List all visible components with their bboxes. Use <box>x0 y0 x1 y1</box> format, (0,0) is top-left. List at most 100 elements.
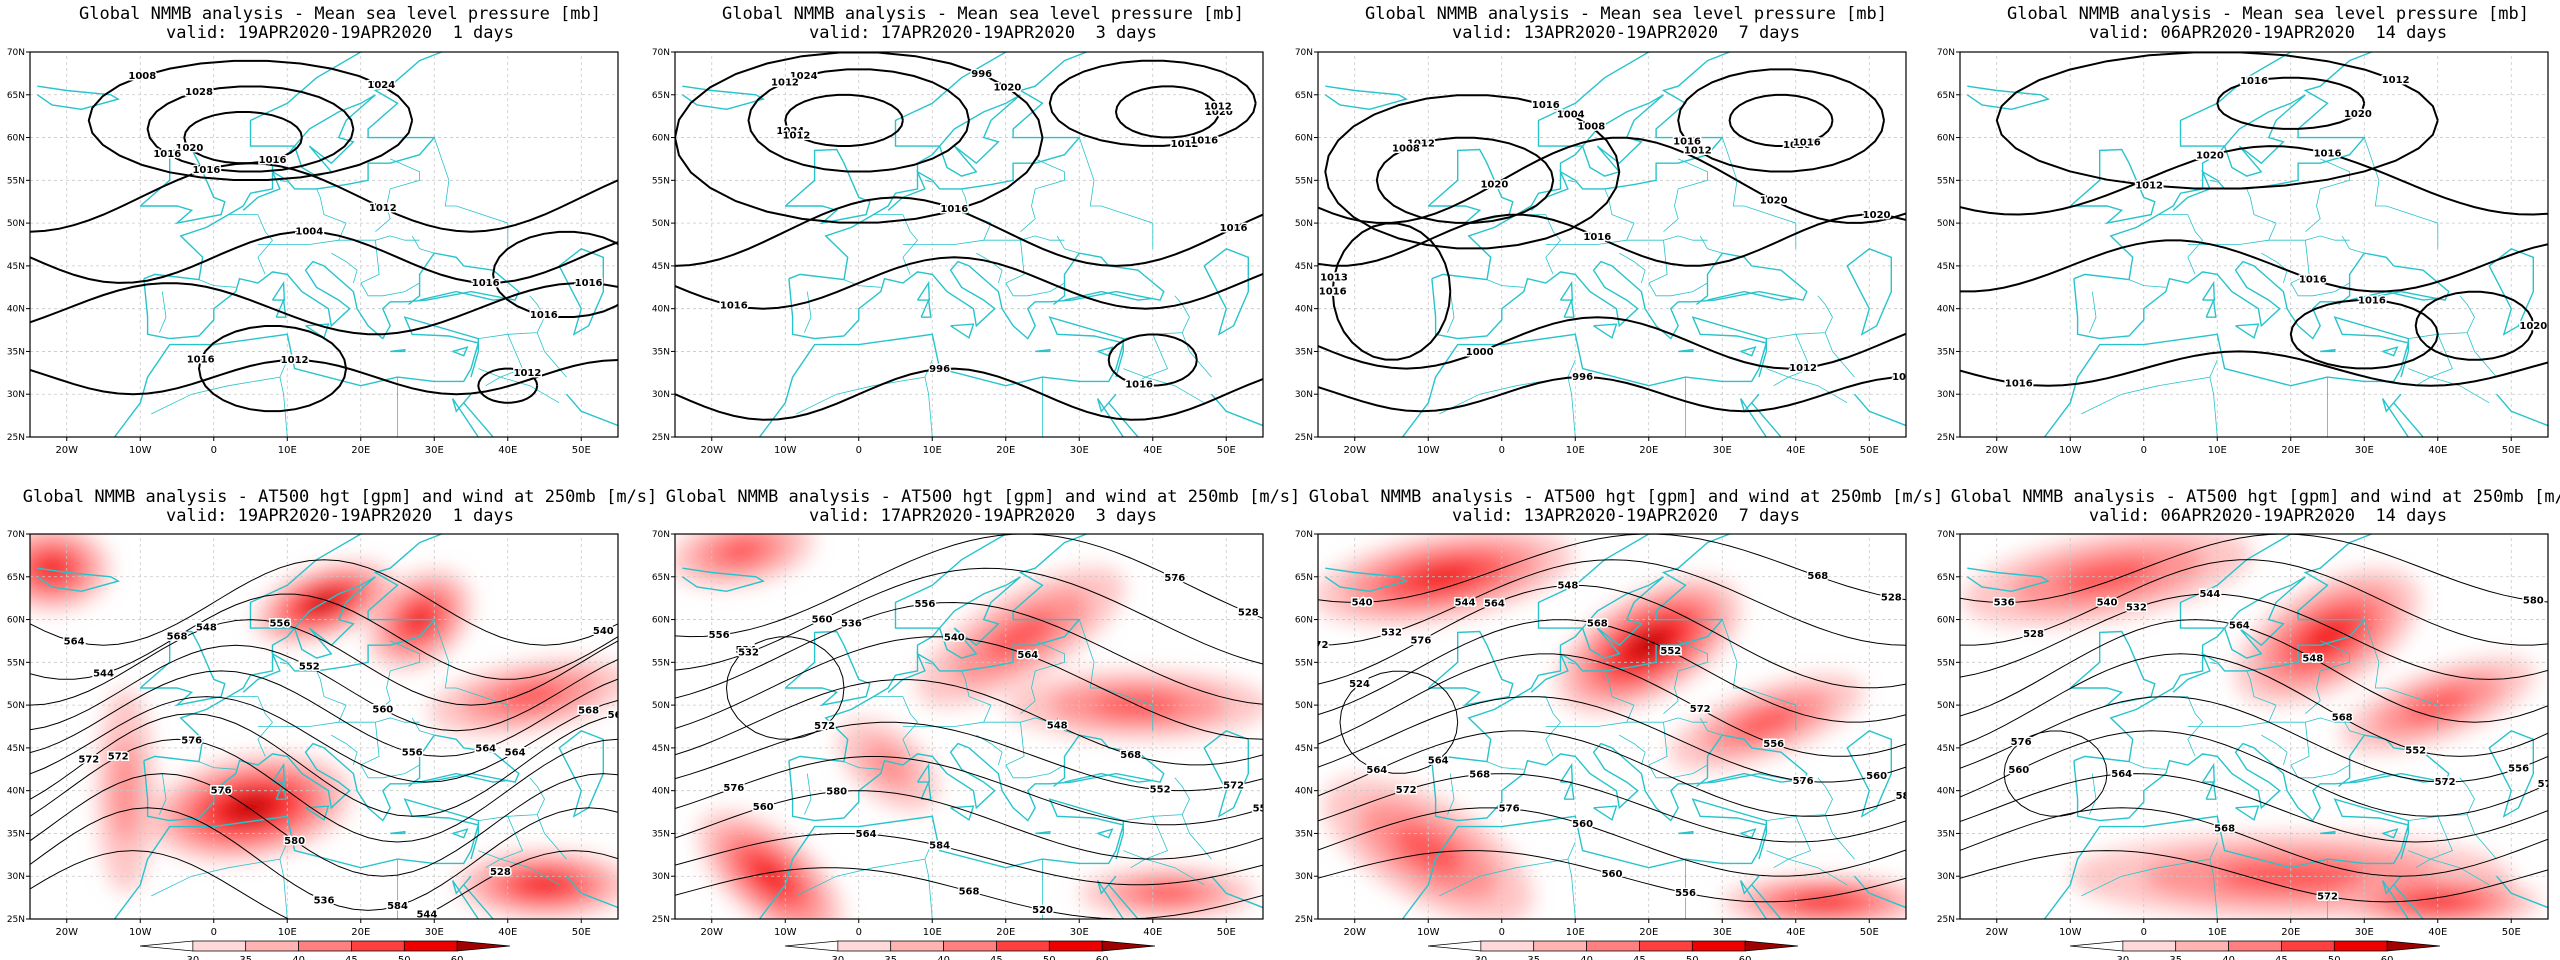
contour-line <box>675 790 1263 860</box>
lat-tick-label: 40N <box>1937 787 1955 797</box>
contour-label: 572 <box>108 751 129 762</box>
colorbar-segment <box>245 940 299 952</box>
lat-tick-label: 60N <box>652 134 670 144</box>
lat-tick-label: 55N <box>7 176 25 186</box>
coastline <box>2393 884 2424 919</box>
country-border <box>1130 816 1169 869</box>
country-border <box>159 773 167 815</box>
country-border <box>2363 619 2439 731</box>
lat-tick-label: 70N <box>7 48 25 58</box>
contour-line <box>675 601 1263 705</box>
coastline <box>1203 248 1249 336</box>
country-border <box>1567 859 1576 919</box>
country-border <box>902 188 992 245</box>
lat-tick-label: 45N <box>1295 262 1313 272</box>
country-border <box>976 252 1003 284</box>
contour-line <box>197 325 348 413</box>
coastline <box>1427 148 1514 225</box>
coastline <box>1593 323 1618 339</box>
country-border <box>1516 696 1562 757</box>
country-border <box>159 291 167 333</box>
contour-label: 568 <box>1807 571 1828 582</box>
coastline <box>916 280 931 301</box>
coastline <box>1097 828 1114 839</box>
contour-lines <box>1318 68 1906 413</box>
contour-label: 584 <box>387 901 408 912</box>
lon-tick-label: 40E <box>1786 927 1805 938</box>
coastline <box>1707 772 1796 783</box>
lon-tick-label: 10W <box>2059 927 2082 938</box>
country-border <box>1824 814 1855 860</box>
coastline <box>1035 830 1051 835</box>
colorbar-label: 45 <box>345 955 358 960</box>
contour-label: 1020 <box>2344 109 2372 120</box>
lat-tick-label: 35N <box>1937 347 1955 357</box>
coastline <box>271 280 286 301</box>
lat-tick-label: 35N <box>1295 347 1313 357</box>
country-border <box>302 454 361 480</box>
contour-label: 572 <box>2435 777 2456 788</box>
contour-label: 536 <box>841 619 862 630</box>
lat-tick-label: 40N <box>7 787 25 797</box>
panel-frame <box>1317 51 1907 438</box>
country-border <box>360 240 420 297</box>
panel-background <box>675 52 1263 437</box>
lon-tick-label: 10E <box>2208 927 2227 938</box>
country-border <box>2290 722 2350 779</box>
lat-tick-label: 50N <box>1937 701 1955 711</box>
axis-ticks: 20W 10W 0 10E 20E 30E 40E 50E 70N 65N 60N 55N 50N 45N… <box>1295 48 1879 456</box>
coastline <box>788 734 1165 822</box>
wind-shading <box>675 534 1263 919</box>
coastline <box>1401 316 1768 437</box>
coastline <box>1853 393 1906 427</box>
country-border <box>2232 454 2291 480</box>
contour-label: 1016 <box>1190 135 1218 146</box>
colorbar-segment <box>1586 940 1640 952</box>
panel-plot-area: 540 544 548 552 556 560 564 568 560 556 524 528 532 5… <box>1318 534 1917 919</box>
panel-title-3: Global NMMB analysis - Mean sea level pr… <box>1306 5 1946 43</box>
contour-labels: 1020102410241012102010161016101699699610… <box>718 67 1249 391</box>
country-border <box>1447 773 1455 815</box>
contour-label: 1016 <box>1673 136 1701 147</box>
country-border <box>485 334 524 387</box>
contour-line <box>675 636 1263 740</box>
contour-label: 580 <box>1896 791 1917 802</box>
wind-speed-area <box>752 859 789 893</box>
lat-tick-label: 45N <box>1295 744 1313 754</box>
country-border <box>2261 734 2288 766</box>
country-border <box>1766 295 1833 339</box>
lat-tick-label: 25N <box>652 433 670 443</box>
contour-line <box>675 256 1263 310</box>
country-border <box>1056 235 1080 254</box>
lat-tick-label: 70N <box>1937 530 1955 540</box>
colorbar-label: 45 <box>990 955 1003 960</box>
country-border <box>2408 850 2490 886</box>
country-border <box>2466 332 2497 378</box>
coastline <box>1846 730 1892 818</box>
lat-tick-label: 65N <box>1937 573 1955 583</box>
contour-label: 536 <box>314 896 335 907</box>
coastline <box>463 402 494 437</box>
contour-labels: 536 540 544 548 552 556 560 564 568 572 576 580 528 5… <box>1992 587 2548 904</box>
lon-tick-label: 20E <box>2281 445 2300 456</box>
colorbar-segment <box>2281 940 2335 952</box>
lat-tick-label: 50N <box>7 219 25 229</box>
contour-label: 536 <box>1994 597 2015 608</box>
lon-tick-label: 50E <box>1860 927 1879 938</box>
coastline <box>1108 884 1139 919</box>
contour-line <box>1331 222 1452 361</box>
contour-label: 1016 <box>1125 379 1153 390</box>
panel-plot-area: 1012 1016 1020 1016 1020 1016 1016 1012 1020 1016 <box>1960 52 2548 480</box>
coastline <box>758 798 1125 919</box>
contour-label: 1016 <box>472 278 500 289</box>
country-border <box>2341 717 2365 736</box>
contour-line <box>1375 136 1555 224</box>
contour-label: 1016 <box>2005 379 2033 390</box>
country-border <box>1721 137 1797 249</box>
wind-speed-area <box>985 613 1056 660</box>
country-border <box>1130 334 1169 387</box>
country-border <box>2089 291 2097 333</box>
coastline <box>2223 94 2306 177</box>
panel-title-8: Global NMMB analysis - AT500 hgt [gpm] a… <box>1948 488 2560 526</box>
contour-label: 556 <box>402 748 423 759</box>
